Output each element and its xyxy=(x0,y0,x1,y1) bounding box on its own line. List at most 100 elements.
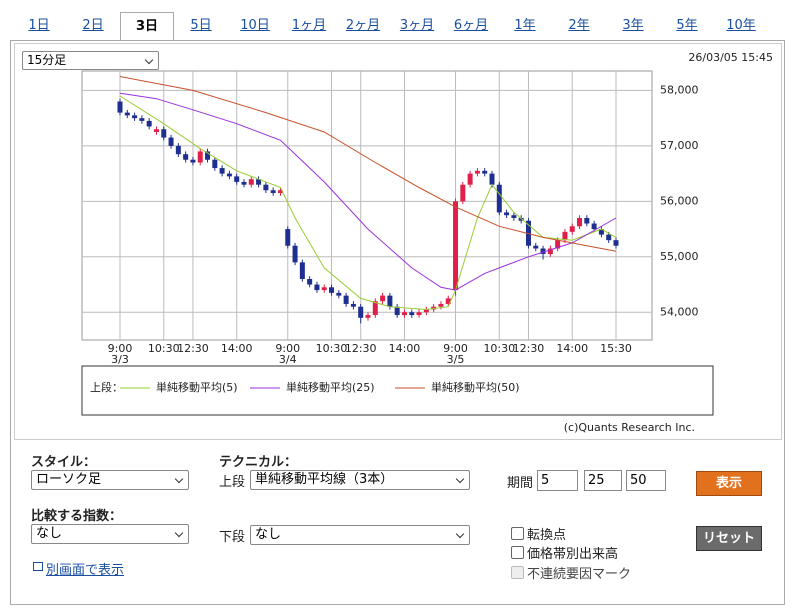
candle-body xyxy=(307,278,313,285)
tab[interactable]: 2ヶ月 xyxy=(345,18,381,33)
x-tick-label: 12:30 xyxy=(513,342,545,355)
y-tick-label: 55,000 xyxy=(660,250,699,263)
x-tick-label: 14:00 xyxy=(389,342,421,355)
reset-button[interactable]: リセット xyxy=(696,526,762,551)
x-tick-label: 10:30 xyxy=(148,342,180,355)
candle-body xyxy=(533,245,539,249)
show-button[interactable]: 表示 xyxy=(696,471,762,496)
candle-body xyxy=(146,120,152,127)
candle-body xyxy=(292,245,298,263)
period-input[interactable]: 5 xyxy=(537,470,578,491)
candle-body xyxy=(394,306,400,316)
tab[interactable]: 2年 xyxy=(568,18,590,33)
candle-body xyxy=(329,287,335,293)
y-tick-label: 56,000 xyxy=(660,194,699,207)
legend-box xyxy=(81,365,714,416)
candle-body xyxy=(212,159,218,169)
candle-body xyxy=(504,212,510,216)
y-tick-label: 54,000 xyxy=(660,305,699,318)
candle-body xyxy=(380,295,386,302)
candle-body xyxy=(562,231,568,241)
chart-frame xyxy=(14,43,782,440)
lower-select[interactable]: なし xyxy=(250,525,470,545)
plot-area xyxy=(81,70,653,341)
candle-body xyxy=(423,309,429,313)
candle-body xyxy=(117,101,123,113)
compare-label: 比較する指数： xyxy=(31,509,123,524)
candle-body xyxy=(277,190,283,194)
candle-body xyxy=(584,217,590,224)
candle-body xyxy=(263,184,269,191)
style-label: スタイル： xyxy=(31,455,97,470)
y-tick-label: 58,000 xyxy=(660,83,699,96)
tab[interactable]: 3年 xyxy=(622,18,644,33)
candle-body xyxy=(598,229,604,235)
candle-body xyxy=(248,179,254,185)
x-date-label: 3/4 xyxy=(279,353,297,366)
tab[interactable]: 1年 xyxy=(514,18,536,33)
x-date-label: 3/3 xyxy=(111,353,129,366)
candle-body xyxy=(314,284,320,291)
x-tick-label: 9:00 xyxy=(443,342,468,355)
candle-body xyxy=(350,303,356,307)
tab[interactable]: 2日 xyxy=(82,18,104,33)
tab[interactable]: 5年 xyxy=(676,18,698,33)
candle-body xyxy=(467,173,473,185)
ma-line xyxy=(119,92,617,291)
candle-body xyxy=(343,295,349,304)
interval-select[interactable]: 15分足 xyxy=(22,51,159,70)
checkbox-label: 不連続要因マーク xyxy=(527,567,632,582)
period-input[interactable]: 25 xyxy=(584,470,622,491)
x-tick-label: 12:30 xyxy=(345,342,377,355)
new-window-link[interactable]: 別画面で表示 xyxy=(46,563,125,578)
x-tick-label: 10:30 xyxy=(316,342,348,355)
candle-body xyxy=(197,151,203,163)
x-date-label: 3/5 xyxy=(447,353,465,366)
candle-body xyxy=(168,137,174,146)
candle-body xyxy=(438,303,444,307)
x-tick-label: 10:30 xyxy=(483,342,515,355)
upper-select[interactable]: 単純移動平均線（3本） xyxy=(250,470,470,490)
candle-body xyxy=(547,248,553,255)
checkbox xyxy=(511,566,524,579)
tab[interactable]: 1ヶ月 xyxy=(291,18,327,33)
y-tick-label: 57,000 xyxy=(660,139,699,152)
window-icon xyxy=(33,562,43,571)
candle-body xyxy=(234,176,240,182)
candle-body xyxy=(496,184,502,213)
candle-body xyxy=(409,312,415,316)
candle-body xyxy=(175,145,181,155)
candle-body xyxy=(132,115,138,119)
tab[interactable]: 10日 xyxy=(240,18,270,33)
candle-body xyxy=(474,170,480,174)
candle-body xyxy=(482,170,488,174)
checkbox[interactable] xyxy=(511,527,524,540)
candle-body xyxy=(613,240,619,246)
candle-body xyxy=(139,118,145,121)
candle-body xyxy=(387,295,393,307)
tab[interactable]: 6ヶ月 xyxy=(453,18,489,33)
x-tick-label: 14:00 xyxy=(556,342,588,355)
tab-bar: 1日 2日 3日 5日 10日 1ヶ月 2ヶ月 3ヶ月 6ヶ月 1年 2年 3年 5年 10年 xyxy=(12,12,768,41)
checkbox-label: 転換点 xyxy=(527,528,567,543)
candle-body xyxy=(183,154,189,160)
legend-prefix: 上段： xyxy=(90,380,123,394)
compare-select[interactable]: なし xyxy=(31,524,189,544)
candle-body xyxy=(401,312,407,316)
checkbox[interactable] xyxy=(511,546,524,559)
style-select[interactable]: ローソク足 xyxy=(31,470,189,490)
period-input[interactable]: 50 xyxy=(626,470,666,491)
tab[interactable]: 5日 xyxy=(190,18,212,33)
tab[interactable]: 1日 xyxy=(28,18,50,33)
tab[interactable]: 3ヶ月 xyxy=(399,18,435,33)
x-tick-label: 9:00 xyxy=(275,342,300,355)
candle-body xyxy=(190,159,196,163)
candle-body xyxy=(321,287,327,291)
candle-body xyxy=(453,201,459,291)
tab[interactable]: 10年 xyxy=(726,18,756,33)
candle-body xyxy=(124,112,130,116)
technical-label: テクニカル： xyxy=(219,455,298,470)
candle-body xyxy=(256,179,262,185)
tab[interactable]: 3日 xyxy=(120,12,174,41)
